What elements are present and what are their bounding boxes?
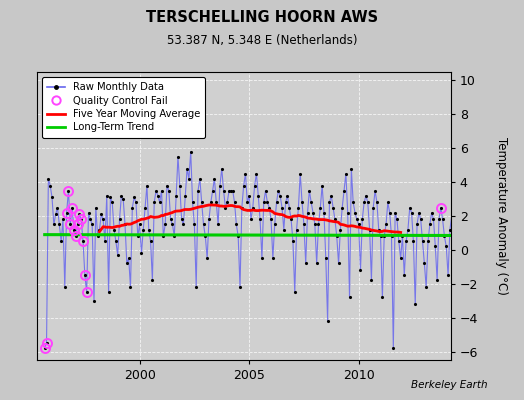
Text: 53.387 N, 5.348 E (Netherlands): 53.387 N, 5.348 E (Netherlands) <box>167 34 357 47</box>
Legend: Raw Monthly Data, Quality Control Fail, Five Year Moving Average, Long-Term Tren: Raw Monthly Data, Quality Control Fail, … <box>42 77 205 138</box>
Text: Berkeley Earth: Berkeley Earth <box>411 380 487 390</box>
Y-axis label: Temperature Anomaly (°C): Temperature Anomaly (°C) <box>495 137 508 295</box>
Text: TERSCHELLING HOORN AWS: TERSCHELLING HOORN AWS <box>146 10 378 25</box>
